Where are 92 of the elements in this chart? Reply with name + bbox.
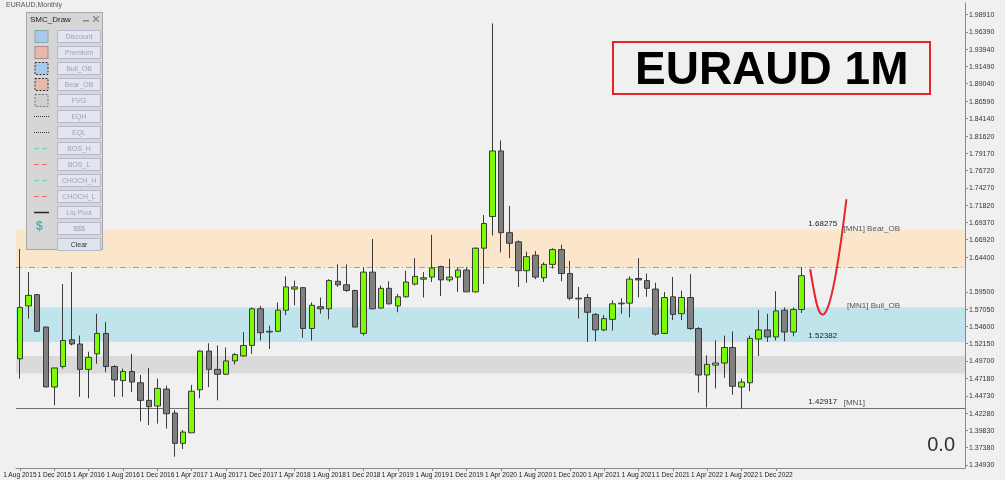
band-label: [MN1] Bull_OB <box>847 300 900 310</box>
candlestick <box>670 276 676 321</box>
ref-line-label: [MN1] <box>843 397 865 407</box>
candlestick <box>172 409 178 458</box>
band-label: [MN1] Bear_OB <box>843 223 900 233</box>
candlestick <box>360 266 367 337</box>
candlestick <box>378 285 384 310</box>
candlestick <box>223 347 229 376</box>
candlestick <box>644 273 650 298</box>
candlestick <box>575 286 582 320</box>
candlestick <box>532 250 539 280</box>
candlestick <box>317 297 324 315</box>
candlestick <box>541 261 547 283</box>
candlestick <box>266 325 273 350</box>
candlestick <box>43 325 49 388</box>
candlestick <box>249 306 255 355</box>
candlestick <box>755 309 762 357</box>
annotation: 0.0 <box>927 433 956 455</box>
candlestick <box>111 364 118 398</box>
candlestick <box>120 368 126 398</box>
candlestick <box>481 214 487 285</box>
candlestick <box>240 331 247 358</box>
candlestick <box>678 289 685 321</box>
candlestick <box>747 335 753 392</box>
candlestick <box>25 271 32 320</box>
candlestick <box>773 290 779 341</box>
candlestick <box>446 258 453 283</box>
text: EURAUD 1M <box>635 42 909 94</box>
candlestick <box>283 275 289 316</box>
candlestick <box>137 374 144 422</box>
candlestick <box>592 312 599 342</box>
candlestick <box>51 367 58 406</box>
candlestick <box>154 378 161 425</box>
candlestick <box>403 270 409 298</box>
candlestick <box>420 271 427 298</box>
annotation: $ <box>36 219 43 233</box>
candlestick <box>206 342 212 388</box>
candlestick <box>291 280 298 306</box>
candlestick <box>326 278 332 320</box>
candlestick <box>180 429 186 450</box>
candlestick <box>309 301 315 341</box>
candlestick <box>300 286 306 339</box>
candlestick <box>601 314 607 332</box>
candlestick <box>558 244 565 282</box>
candlestick <box>85 351 92 399</box>
candlestick <box>232 352 238 365</box>
candlestick <box>386 280 392 306</box>
candlestick <box>463 266 470 293</box>
candlestick <box>34 293 40 333</box>
candlestick <box>704 354 710 408</box>
candlestick <box>163 385 170 430</box>
candlestick <box>60 283 66 370</box>
candlestick <box>609 299 616 332</box>
candlestick <box>498 139 504 253</box>
candlestick <box>352 289 358 328</box>
candlestick <box>567 260 573 301</box>
candlestick <box>77 335 83 398</box>
candlestick <box>712 339 719 389</box>
candlestick <box>214 344 221 401</box>
candlestick <box>146 367 152 426</box>
annotation: 1.68275 <box>808 218 838 228</box>
candlestick <box>661 291 668 335</box>
candlestick <box>335 263 341 288</box>
candlestick <box>455 266 461 293</box>
candlestick <box>197 349 203 399</box>
annotation: 1.52382 <box>808 330 838 340</box>
candlestick <box>438 265 444 297</box>
text: SMC_Draw <box>30 15 71 24</box>
candlestick <box>635 257 642 298</box>
candlestick <box>188 384 195 434</box>
candlestick <box>738 378 745 410</box>
candlestick <box>94 313 100 365</box>
candlestick <box>395 293 401 313</box>
candlestick <box>489 22 496 236</box>
candlestick <box>506 205 513 259</box>
candlestick <box>781 306 788 342</box>
candlestick <box>369 238 376 310</box>
annotation: 1.42917 <box>808 397 838 407</box>
candlestick <box>275 301 281 333</box>
candlestick <box>652 282 659 337</box>
candlestick <box>412 257 418 287</box>
candlestick <box>549 247 556 270</box>
candlestick <box>429 234 435 283</box>
candlestick <box>343 263 350 293</box>
candlestick <box>103 321 109 373</box>
candlestick <box>584 293 591 343</box>
candlestick <box>764 313 771 343</box>
candlestick <box>257 305 264 341</box>
candlestick <box>17 248 23 380</box>
candlestick <box>129 353 135 393</box>
candlestick <box>472 246 479 294</box>
candlestick <box>69 271 75 346</box>
